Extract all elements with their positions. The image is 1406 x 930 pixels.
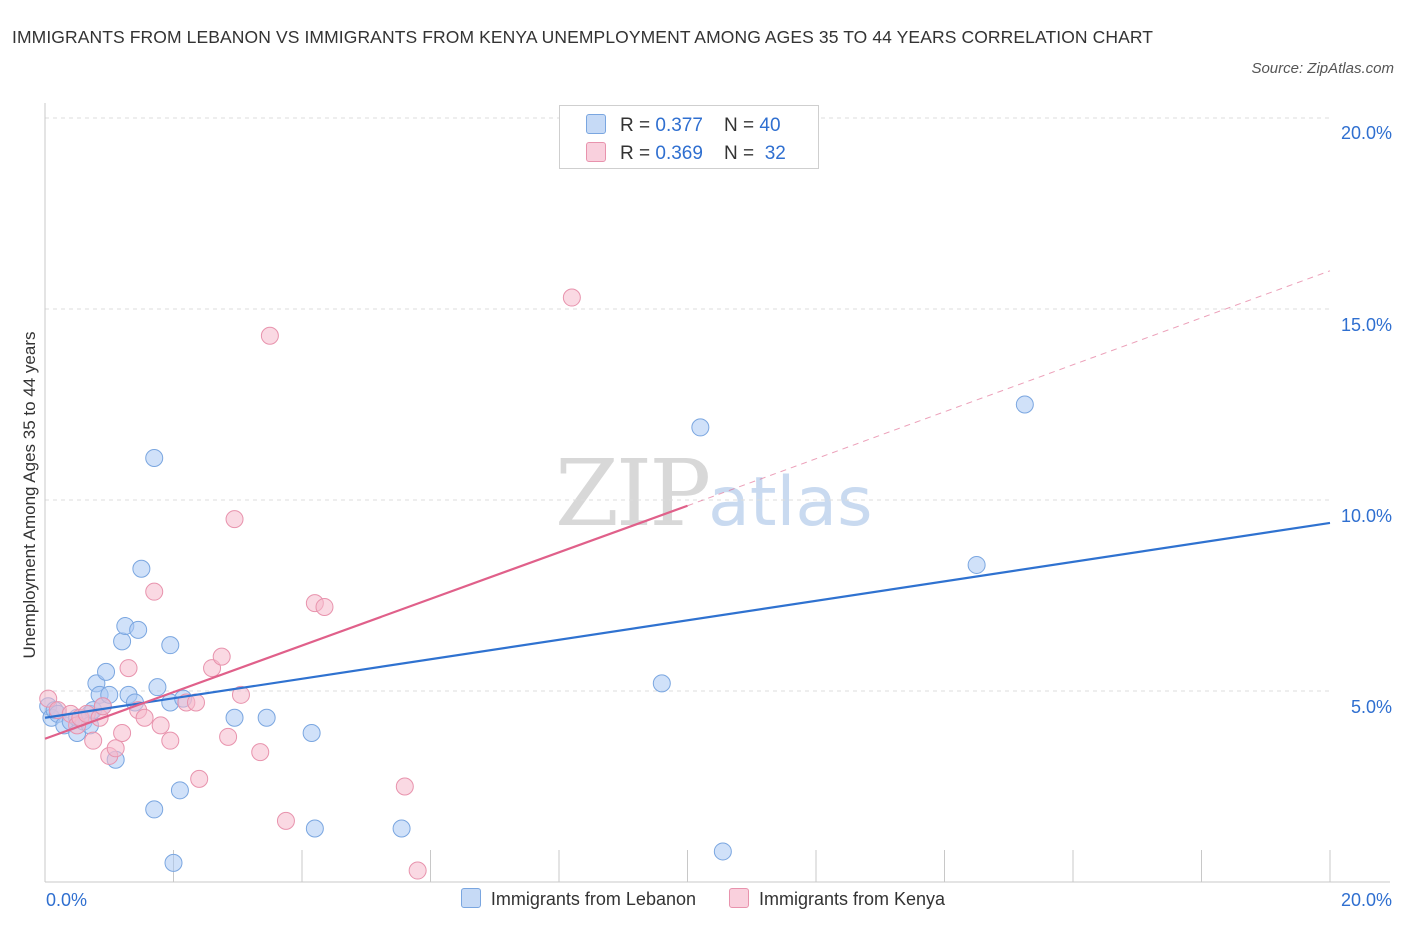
- watermark-atlas: atlas: [708, 463, 873, 542]
- point-lebanon: [225, 708, 244, 727]
- legend-item-lebanon[interactable]: Immigrants from Lebanon: [460, 888, 696, 910]
- legend-r-label: R =: [620, 115, 656, 136]
- point-kenya: [113, 724, 132, 743]
- point-lebanon: [132, 559, 151, 578]
- legend-n-value: 40: [759, 115, 781, 136]
- point-kenya: [212, 647, 231, 666]
- point-kenya: [106, 739, 125, 758]
- legend-r-value: 0.369: [655, 143, 703, 164]
- point-lebanon: [164, 853, 183, 872]
- point-lebanon: [97, 662, 116, 681]
- point-lebanon: [170, 781, 189, 800]
- point-lebanon: [257, 708, 276, 727]
- trendline-kenya: [44, 504, 688, 740]
- legend-swatch-kenya: [729, 888, 750, 908]
- point-lebanon: [967, 555, 986, 574]
- point-lebanon: [145, 800, 164, 819]
- x-tick-label-min: 0.0%: [46, 890, 88, 910]
- trendline-extension-kenya: [687, 270, 1331, 507]
- point-kenya: [93, 697, 112, 716]
- point-kenya: [151, 716, 170, 735]
- point-kenya: [190, 769, 209, 788]
- y-tick-label-5: 5.0%: [1350, 697, 1392, 717]
- point-kenya: [225, 510, 244, 529]
- point-kenya: [39, 689, 58, 708]
- y-tick-label-10: 10.0%: [1340, 506, 1392, 526]
- legend-label-lebanon: Immigrants from Lebanon: [490, 889, 696, 909]
- point-lebanon: [302, 724, 321, 743]
- point-lebanon: [145, 448, 164, 467]
- point-lebanon: [713, 842, 732, 861]
- point-kenya: [161, 731, 180, 750]
- point-kenya: [408, 861, 427, 880]
- legend-r-label: R =: [620, 143, 656, 164]
- point-kenya: [395, 777, 414, 796]
- point-kenya: [562, 288, 581, 307]
- point-lebanon: [1015, 395, 1034, 414]
- point-kenya: [119, 659, 138, 678]
- x-tick-label-max: 20.0%: [1340, 890, 1392, 910]
- point-lebanon: [148, 678, 167, 697]
- point-kenya: [84, 731, 103, 750]
- y-tick-label-20: 20.0%: [1340, 123, 1392, 143]
- legend-r-value: 0.377: [655, 115, 703, 136]
- point-lebanon: [113, 632, 132, 651]
- legend-item-kenya[interactable]: Immigrants from Kenya: [729, 888, 945, 910]
- legend-swatch-lebanon: [586, 114, 606, 134]
- watermark: ZIPatlas: [555, 440, 873, 547]
- source-label: Source: ZipAtlas.com: [1251, 60, 1394, 77]
- legend-swatch-lebanon: [460, 888, 481, 908]
- point-lebanon: [392, 819, 411, 838]
- point-kenya: [260, 326, 279, 345]
- point-kenya: [231, 685, 250, 704]
- point-kenya: [315, 597, 334, 616]
- legend-label-kenya: Immigrants from Kenya: [759, 889, 946, 909]
- legend-n-label: N =: [724, 115, 760, 136]
- point-kenya: [145, 582, 164, 601]
- trendline-lebanon: [44, 521, 1331, 719]
- watermark-zip: ZIP: [555, 440, 711, 547]
- point-kenya: [135, 708, 154, 727]
- correlation-legend: R = 0.377 N = 40 R = 0.369 N = 32: [559, 105, 819, 169]
- legend-n-label: N =: [724, 143, 760, 164]
- point-kenya: [251, 743, 270, 762]
- point-kenya: [219, 727, 238, 746]
- point-kenya: [203, 659, 222, 678]
- legend-n-value: 32: [764, 143, 786, 164]
- point-lebanon: [129, 620, 148, 639]
- point-lebanon: [652, 674, 671, 693]
- legend-row-kenya: R = 0.369 N = 32: [586, 142, 786, 168]
- series-legend: Immigrants from Lebanon Immigrants from …: [0, 888, 1406, 910]
- legend-swatch-kenya: [586, 142, 606, 162]
- y-tick-label-15: 15.0%: [1340, 315, 1392, 335]
- point-lebanon: [305, 819, 324, 838]
- point-lebanon: [161, 636, 180, 655]
- chart-title: IMMIGRANTS FROM LEBANON VS IMMIGRANTS FR…: [12, 27, 1154, 47]
- legend-row-lebanon: R = 0.377 N = 40: [586, 114, 781, 140]
- point-kenya: [276, 811, 295, 830]
- point-lebanon: [691, 418, 710, 437]
